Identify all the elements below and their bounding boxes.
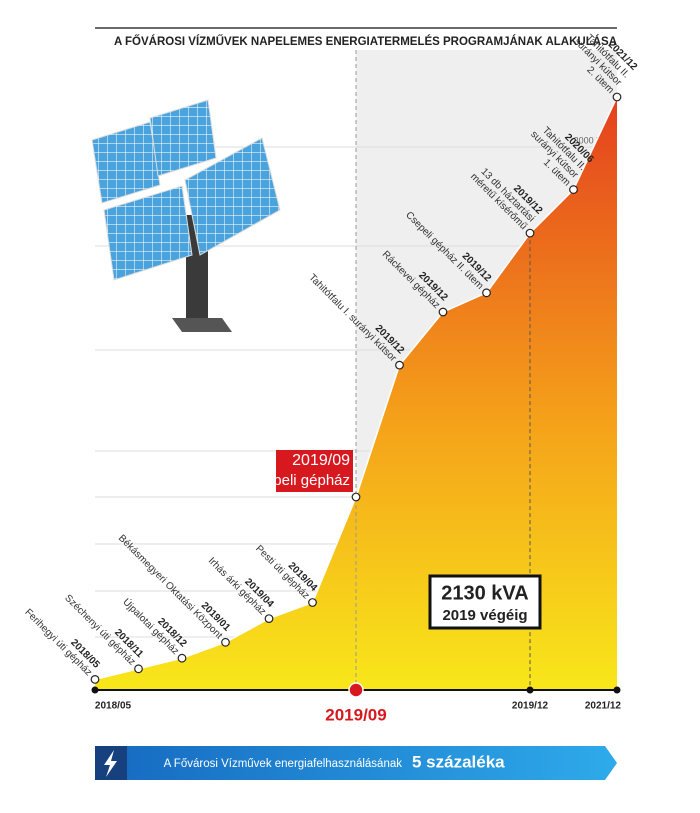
annotation-subtitle: 2019 végéig xyxy=(442,607,527,624)
highlight-axis-label: 2019/09 xyxy=(325,705,386,724)
chart-title: A FŐVÁROSI VÍZMŰVEK NAPELEMES ENERGIATER… xyxy=(114,35,617,48)
banner-text: A Fővárosi Vízművek energiafelhasználásá… xyxy=(164,758,403,770)
data-point xyxy=(221,637,230,647)
data-point xyxy=(177,653,187,663)
data-point xyxy=(525,228,535,238)
data-point xyxy=(90,675,100,684)
data-point xyxy=(612,92,622,102)
x-tick-label: 2019/12 xyxy=(512,701,549,712)
axis-dot xyxy=(91,686,99,694)
highlight-dot xyxy=(348,682,364,698)
data-point xyxy=(351,492,361,502)
x-tick-label: 2021/12 xyxy=(585,701,622,712)
data-point xyxy=(438,307,448,317)
data-point xyxy=(134,664,143,674)
data-point xyxy=(482,288,491,298)
axis-dot xyxy=(526,686,534,694)
data-point xyxy=(569,185,578,194)
highlight-date: 2019/09 xyxy=(292,452,350,469)
banner-emphasis: 5 százaléka xyxy=(412,752,505,771)
highlight-note: Csepeli gépház xyxy=(247,472,350,489)
axis-dot xyxy=(613,686,621,694)
area xyxy=(95,97,617,690)
banner: A Fővárosi Vízművek energiafelhasználásá… xyxy=(95,746,617,780)
y-tick-label: 3000 kVA xyxy=(574,135,612,145)
data-point xyxy=(264,614,274,623)
annotation-value: 2130 kVA xyxy=(441,582,528,604)
data-point xyxy=(308,598,317,607)
highlight-label-box xyxy=(276,450,353,492)
annotation-box: 2130 kVA 2019 végéig xyxy=(428,574,542,630)
solar-panel-illustration xyxy=(91,99,281,332)
data-point xyxy=(395,360,404,370)
x-tick-label: 2018/05 xyxy=(95,701,132,712)
